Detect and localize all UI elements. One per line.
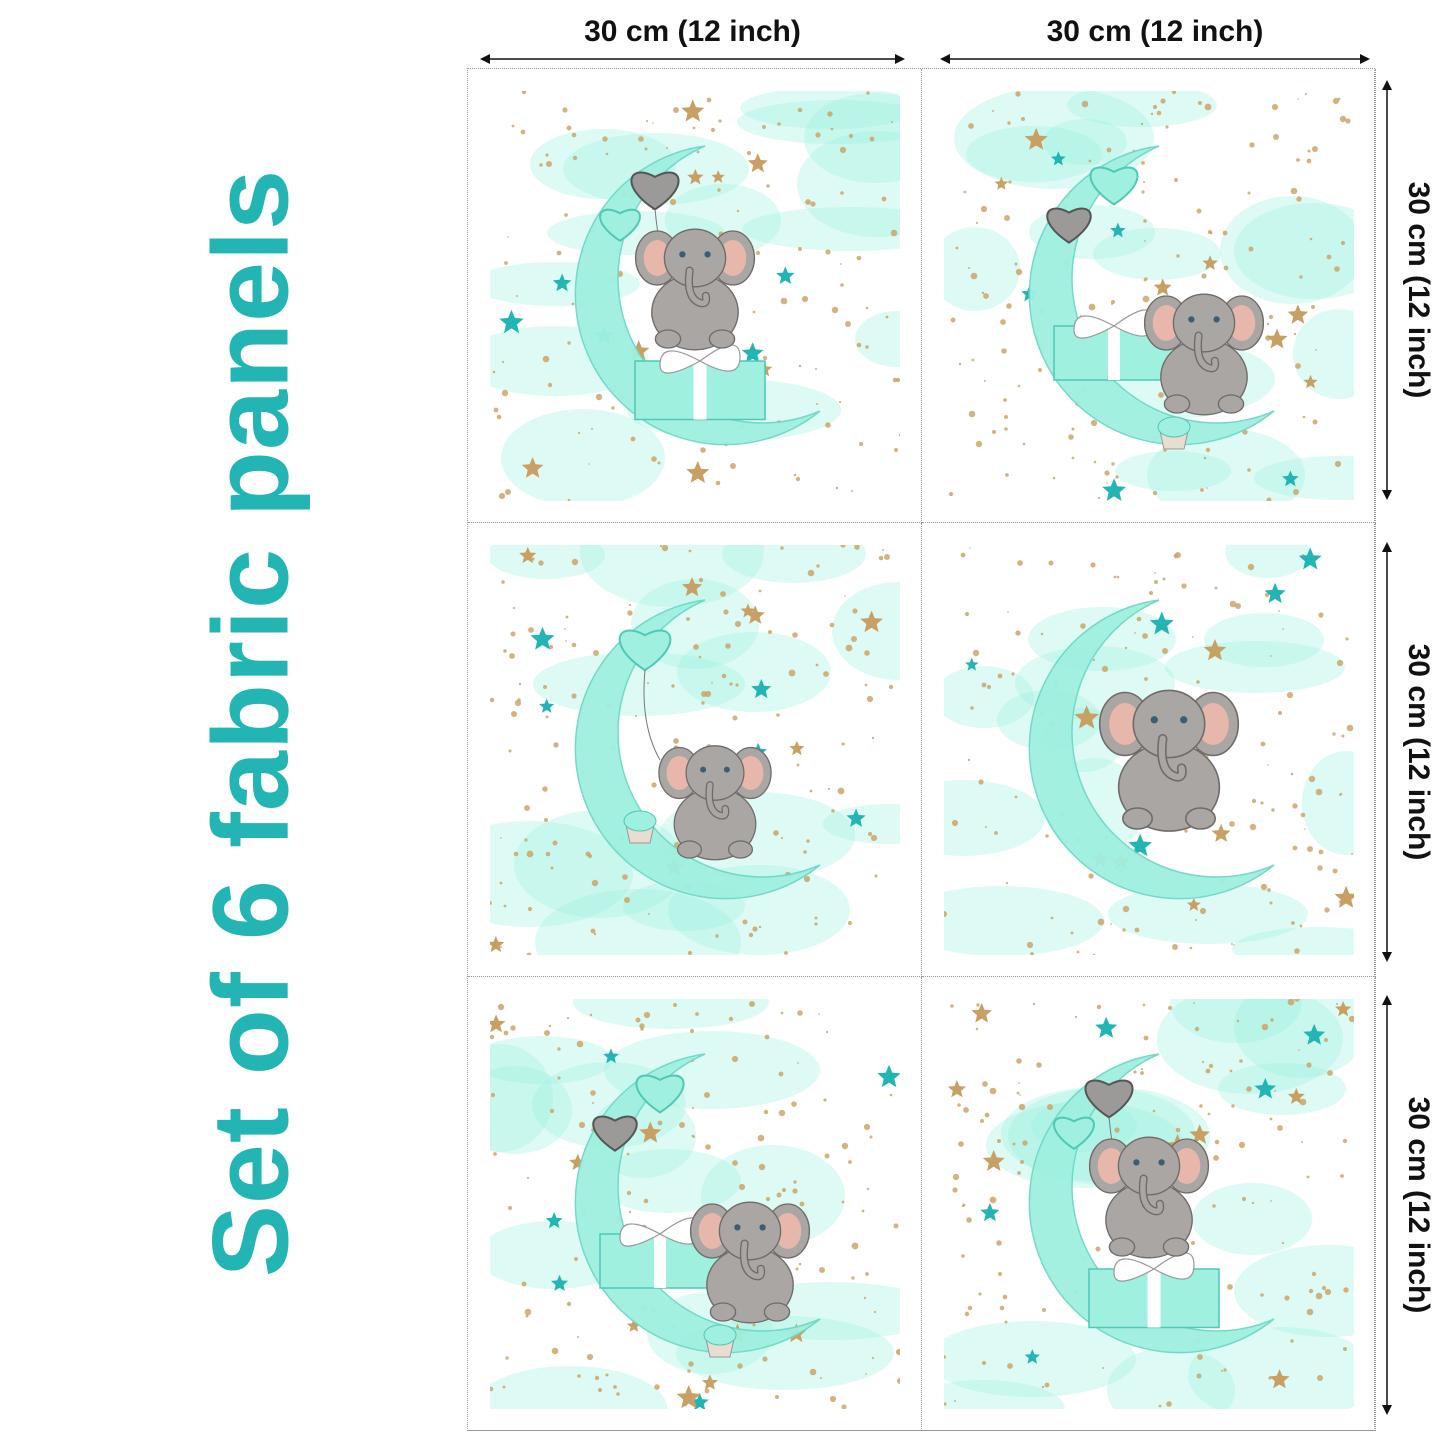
- width-arrow-icon: [480, 54, 905, 64]
- fabric-panel-2: [922, 69, 1376, 523]
- width-arrow-icon: [940, 54, 1370, 64]
- panel-illustration: [490, 91, 900, 501]
- title-area: Set of 6 fabric panels: [120, 0, 380, 1445]
- width-dimension-left: 30 cm (12 inch): [480, 12, 905, 64]
- panel-illustration: [944, 545, 1354, 955]
- width-dimension-right: 30 cm (12 inch): [940, 12, 1370, 64]
- panel-illustration: [944, 91, 1354, 501]
- panel-artwork: [490, 545, 900, 955]
- width-label: 30 cm (12 inch): [1046, 15, 1264, 48]
- panel-grid: [467, 68, 1376, 1431]
- fabric-panel-6: [922, 977, 1376, 1431]
- panel-artwork: [944, 91, 1354, 501]
- panel-artwork: [490, 91, 900, 501]
- panel-artwork: [490, 999, 900, 1409]
- panel-illustration: [490, 999, 900, 1409]
- elephant-icon: [658, 745, 772, 861]
- height-arrow-icon: [1382, 80, 1392, 500]
- gift-box-icon: [634, 344, 766, 421]
- elephant-icon: [1098, 689, 1240, 832]
- height-dimension-middle: 30 cm (12 inch): [1380, 542, 1440, 962]
- fabric-panel-5: [468, 977, 922, 1431]
- height-dimension-top: 30 cm (12 inch): [1380, 80, 1440, 500]
- elephant-icon: [1143, 293, 1265, 416]
- elephant-icon: [634, 228, 756, 351]
- cupcake-icon: [1157, 416, 1191, 450]
- fabric-panel-1: [468, 69, 922, 523]
- fabric-panel-4: [922, 523, 1376, 977]
- panel-artwork: [944, 545, 1354, 955]
- cupcake-icon: [703, 1324, 737, 1358]
- gift-box-icon: [1088, 1252, 1220, 1329]
- width-label: 30 cm (12 inch): [584, 15, 801, 48]
- elephant-icon: [689, 1201, 811, 1324]
- height-arrow-icon: [1382, 542, 1392, 962]
- height-label: 30 cm (12 inch): [1402, 643, 1435, 861]
- height-arrow-icon: [1382, 995, 1392, 1415]
- elephant-icon: [1088, 1136, 1210, 1259]
- page-title: Set of 6 fabric panels: [189, 168, 311, 1277]
- moon-icon: [1028, 599, 1275, 900]
- fabric-panel-3: [468, 523, 922, 977]
- panel-artwork: [944, 999, 1354, 1409]
- panel-illustration: [944, 999, 1354, 1409]
- height-dimension-bottom: 30 cm (12 inch): [1380, 995, 1440, 1415]
- height-label: 30 cm (12 inch): [1402, 181, 1435, 399]
- cupcake-icon: [623, 810, 657, 844]
- height-label: 30 cm (12 inch): [1402, 1096, 1435, 1314]
- panel-illustration: [490, 545, 900, 955]
